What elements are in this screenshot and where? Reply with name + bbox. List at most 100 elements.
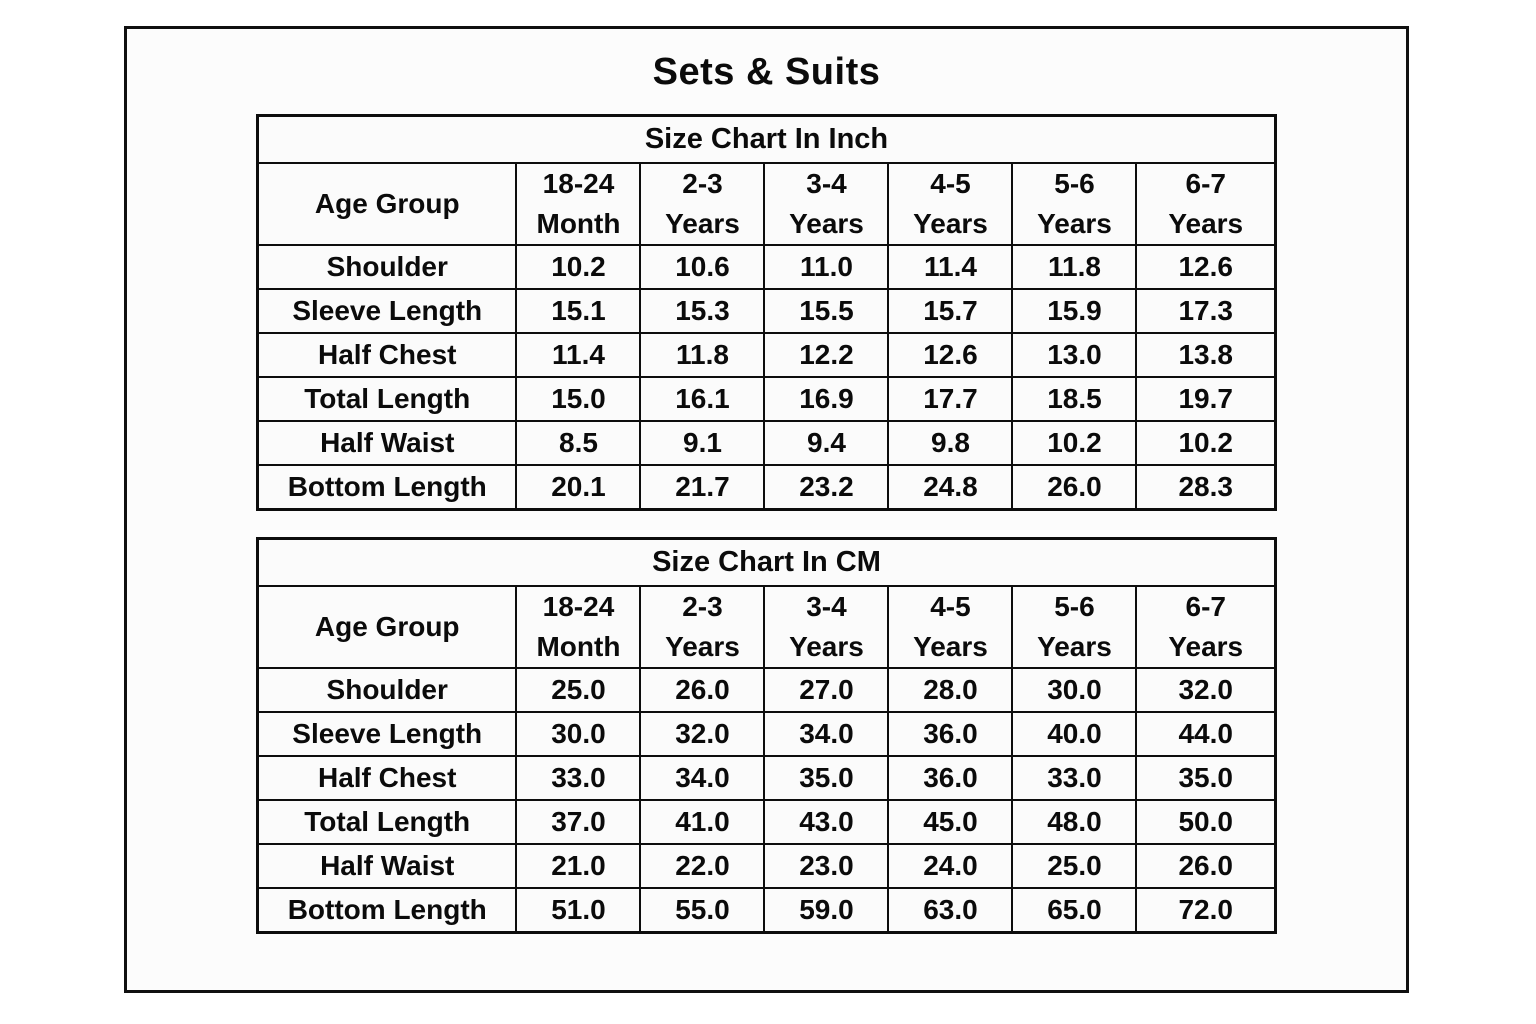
- value-cell: 20.1: [515, 464, 642, 511]
- row-label: Half Waist: [256, 843, 518, 889]
- value-cell: 12.6: [1135, 244, 1277, 290]
- value-cell: 50.0: [1135, 799, 1277, 845]
- column-header: 2-3 Years: [639, 162, 766, 246]
- value-cell: 13.8: [1135, 332, 1277, 378]
- column-header: 5-6 Years: [1011, 585, 1138, 669]
- value-cell: 37.0: [515, 799, 642, 845]
- table-title-row: Size Chart In Inch: [256, 114, 1277, 164]
- value-cell: 55.0: [639, 887, 766, 934]
- value-cell: 21.0: [515, 843, 642, 889]
- value-cell: 51.0: [515, 887, 642, 934]
- value-cell: 24.0: [887, 843, 1014, 889]
- value-cell: 13.0: [1011, 332, 1138, 378]
- column-header: 6-7 Years: [1135, 585, 1277, 669]
- column-header-line: Years: [1168, 631, 1244, 662]
- row-label: Half Waist: [256, 420, 518, 466]
- value-cell: 35.0: [763, 755, 890, 801]
- value-cell: 63.0: [887, 887, 1014, 934]
- value-cell: 9.8: [887, 420, 1014, 466]
- table-row: Half Chest 33.0 34.0 35.0 36.0 33.0 35.0: [256, 755, 1277, 801]
- size-chart-inch-table: Size Chart In Inch Age Group 18-24 Month 2-…: [255, 114, 1277, 511]
- value-cell: 26.0: [639, 667, 766, 713]
- value-cell: 15.0: [515, 376, 642, 422]
- table-row: Bottom Length 20.1 21.7 23.2 24.8 26.0 28.3: [256, 464, 1277, 511]
- row-label: Shoulder: [256, 244, 518, 290]
- value-cell: 15.5: [763, 288, 890, 334]
- column-header-line: 3-4: [806, 168, 847, 200]
- column-header-line: Years: [789, 208, 864, 239]
- tables-container: Size Chart In Inch Age Group 18-24 Month 2-…: [127, 114, 1406, 934]
- value-cell: 65.0: [1011, 887, 1138, 934]
- age-group-header: Age Group: [256, 585, 518, 669]
- value-cell: 15.7: [887, 288, 1014, 334]
- value-cell: 72.0: [1135, 887, 1277, 934]
- column-header-line: Years: [665, 208, 740, 239]
- column-header-line: Years: [789, 631, 864, 662]
- value-cell: 15.3: [639, 288, 766, 334]
- value-cell: 11.4: [515, 332, 642, 378]
- column-header-line: 2-3: [682, 591, 723, 623]
- value-cell: 11.4: [887, 244, 1014, 290]
- row-label: Shoulder: [256, 667, 518, 713]
- column-header-line: Years: [665, 631, 740, 662]
- value-cell: 44.0: [1135, 711, 1277, 757]
- table-row: Bottom Length 51.0 55.0 59.0 63.0 65.0 72.0: [256, 887, 1277, 934]
- value-cell: 16.1: [639, 376, 766, 422]
- table-title: Size Chart In CM: [256, 537, 1277, 587]
- row-label: Half Chest: [256, 755, 518, 801]
- table-row: Total Length 15.0 16.1 16.9 17.7 18.5 19.7: [256, 376, 1277, 422]
- value-cell: 35.0: [1135, 755, 1277, 801]
- value-cell: 10.2: [515, 244, 642, 290]
- column-header-line: 5-6: [1054, 168, 1095, 200]
- column-header-line: 6-7: [1185, 591, 1226, 623]
- column-header-line: 18-24: [542, 591, 615, 623]
- value-cell: 11.0: [763, 244, 890, 290]
- value-cell: 23.2: [763, 464, 890, 511]
- row-label: Sleeve Length: [256, 288, 518, 334]
- column-header: 2-3 Years: [639, 585, 766, 669]
- value-cell: 10.6: [639, 244, 766, 290]
- value-cell: 10.2: [1011, 420, 1138, 466]
- column-header-line: Years: [1037, 631, 1112, 662]
- value-cell: 21.7: [639, 464, 766, 511]
- table-row: Half Waist 21.0 22.0 23.0 24.0 25.0 26.0: [256, 843, 1277, 889]
- value-cell: 34.0: [763, 711, 890, 757]
- value-cell: 41.0: [639, 799, 766, 845]
- value-cell: 22.0: [639, 843, 766, 889]
- column-header-line: 2-3: [682, 168, 723, 200]
- column-header-line: 3-4: [806, 591, 847, 623]
- column-header-line: 6-7: [1185, 168, 1226, 200]
- value-cell: 15.9: [1011, 288, 1138, 334]
- column-header: 18-24 Month: [515, 162, 642, 246]
- value-cell: 9.4: [763, 420, 890, 466]
- value-cell: 32.0: [1135, 667, 1277, 713]
- value-cell: 24.8: [887, 464, 1014, 511]
- value-cell: 36.0: [887, 755, 1014, 801]
- value-cell: 48.0: [1011, 799, 1138, 845]
- value-cell: 30.0: [1011, 667, 1138, 713]
- column-header: 4-5 Years: [887, 162, 1014, 246]
- value-cell: 26.0: [1135, 843, 1277, 889]
- value-cell: 36.0: [887, 711, 1014, 757]
- column-header-line: Years: [1037, 208, 1112, 239]
- value-cell: 12.2: [763, 332, 890, 378]
- value-cell: 9.1: [639, 420, 766, 466]
- column-header-line: Years: [1168, 208, 1244, 239]
- value-cell: 8.5: [515, 420, 642, 466]
- value-cell: 10.2: [1135, 420, 1277, 466]
- table-row: Half Chest 11.4 11.8 12.2 12.6 13.0 13.8: [256, 332, 1277, 378]
- row-label: Total Length: [256, 376, 518, 422]
- value-cell: 34.0: [639, 755, 766, 801]
- value-cell: 30.0: [515, 711, 642, 757]
- value-cell: 43.0: [763, 799, 890, 845]
- value-cell: 12.6: [887, 332, 1014, 378]
- value-cell: 25.0: [515, 667, 642, 713]
- column-header: 18-24 Month: [515, 585, 642, 669]
- table-row: Half Waist 8.5 9.1 9.4 9.8 10.2 10.2: [256, 420, 1277, 466]
- column-header-line: 5-6: [1054, 591, 1095, 623]
- column-header-line: 18-24: [542, 168, 615, 200]
- column-header-line: Years: [913, 208, 988, 239]
- value-cell: 16.9: [763, 376, 890, 422]
- value-cell: 18.5: [1011, 376, 1138, 422]
